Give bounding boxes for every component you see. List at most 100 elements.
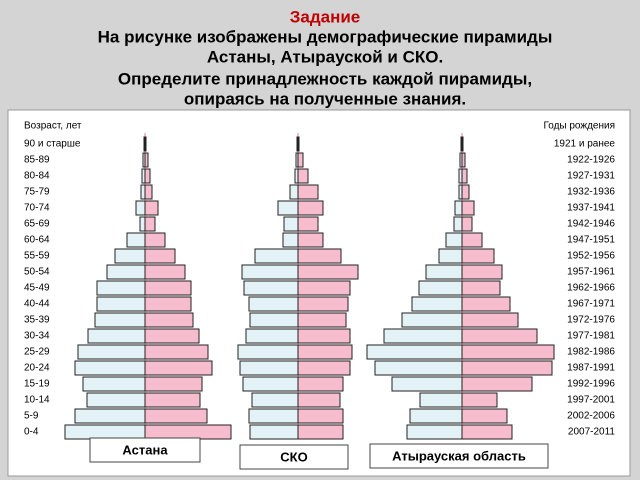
- male-bar: [401, 312, 463, 328]
- male-bar: [243, 280, 299, 296]
- name-box: [89, 437, 201, 463]
- age-label: 15-19: [24, 379, 50, 390]
- male-bar: [96, 296, 146, 312]
- female-bar: [144, 136, 147, 152]
- task-line: опираясь на полученные знания.: [184, 89, 466, 108]
- year-label: 1972-1976: [567, 315, 615, 326]
- year-label: 1952-1956: [567, 251, 615, 262]
- female-bar: [144, 232, 166, 248]
- female-bar: [144, 376, 203, 392]
- male-bar: [425, 264, 463, 280]
- task-line: Астаны, Атырауской и СКО.: [207, 47, 443, 66]
- year-label: 1967-1971: [567, 299, 615, 310]
- male-bar: [418, 280, 463, 296]
- male-bar: [283, 216, 299, 232]
- male-bar: [411, 296, 463, 312]
- year-label: 1937-1941: [567, 203, 615, 214]
- female-bar: [461, 216, 473, 232]
- male-bar: [254, 248, 299, 264]
- female-bar: [461, 392, 498, 408]
- year-label: 1987-1991: [567, 363, 615, 374]
- female-bar: [144, 392, 201, 408]
- female-bar: [297, 376, 344, 392]
- age-label: 0-4: [24, 427, 39, 438]
- male-bar: [406, 424, 463, 440]
- age-label: 50-54: [24, 267, 50, 278]
- male-bar: [126, 232, 146, 248]
- male-bar: [249, 424, 299, 440]
- year-label: 1997-2001: [567, 395, 615, 406]
- male-bar: [106, 264, 146, 280]
- female-bar: [297, 312, 347, 328]
- male-bar: [282, 232, 299, 248]
- female-bar: [297, 392, 341, 408]
- female-bar: [297, 264, 359, 280]
- female-bar: [144, 280, 192, 296]
- age-label: 60-64: [24, 235, 50, 246]
- male-bar: [87, 328, 146, 344]
- female-bar: [297, 136, 300, 152]
- female-bar: [297, 216, 319, 232]
- male-bar: [241, 264, 299, 280]
- female-bar: [144, 216, 156, 232]
- age-label: 70-74: [24, 203, 50, 214]
- female-bar: [461, 152, 466, 168]
- male-bar: [242, 376, 299, 392]
- male-bar: [86, 392, 146, 408]
- male-bar: [277, 200, 299, 216]
- male-bar: [239, 360, 299, 376]
- female-bar: [461, 168, 468, 184]
- year-label: 2007-2011: [568, 427, 616, 438]
- age-label: 40-44: [24, 299, 50, 310]
- age-label: 55-59: [24, 251, 50, 262]
- female-bar: [297, 232, 324, 248]
- female-bar: [461, 184, 470, 200]
- male-bar: [453, 216, 463, 232]
- right-axis-title: Годы рождения: [543, 121, 615, 132]
- pyramid-name: СКО: [280, 449, 307, 464]
- female-bar: [297, 168, 309, 184]
- age-label: 45-49: [24, 283, 50, 294]
- male-bar: [245, 328, 299, 344]
- male-bar: [289, 184, 299, 200]
- female-bar: [461, 200, 475, 216]
- male-bar: [391, 376, 463, 392]
- year-label: 1932-1936: [567, 187, 615, 198]
- male-bar: [114, 248, 146, 264]
- female-bar: [297, 280, 351, 296]
- male-bar: [94, 312, 146, 328]
- female-bar: [297, 152, 304, 168]
- year-label: 1922-1926: [567, 155, 615, 166]
- female-bar: [144, 200, 159, 216]
- left-axis-title: Возраст, лет: [24, 121, 82, 132]
- female-bar: [297, 424, 344, 440]
- male-bar: [249, 312, 299, 328]
- task-line: Определите принадлежность каждой пирамид…: [118, 69, 532, 88]
- male-bar: [251, 392, 299, 408]
- female-bar: [144, 312, 194, 328]
- female-bar: [461, 376, 533, 392]
- female-bar: [461, 296, 511, 312]
- age-label: 85-89: [24, 155, 50, 166]
- age-label: 20-24: [24, 363, 50, 374]
- age-label: 35-39: [24, 315, 50, 326]
- year-label: 1992-1996: [567, 379, 615, 390]
- male-bar: [140, 184, 146, 200]
- female-bar: [297, 184, 319, 200]
- male-bar: [64, 424, 146, 440]
- year-label: 1947-1951: [567, 235, 615, 246]
- female-bar: [144, 168, 151, 184]
- female-bar: [144, 328, 200, 344]
- male-bar: [96, 280, 146, 296]
- male-bar: [82, 376, 146, 392]
- male-bar: [237, 344, 299, 360]
- age-label: 5-9: [24, 411, 39, 422]
- female-bar: [144, 408, 208, 424]
- female-bar: [144, 296, 192, 312]
- female-bar: [144, 360, 213, 376]
- female-bar: [144, 424, 232, 440]
- female-bar: [144, 152, 149, 168]
- age-label: 90 и старше: [24, 139, 81, 150]
